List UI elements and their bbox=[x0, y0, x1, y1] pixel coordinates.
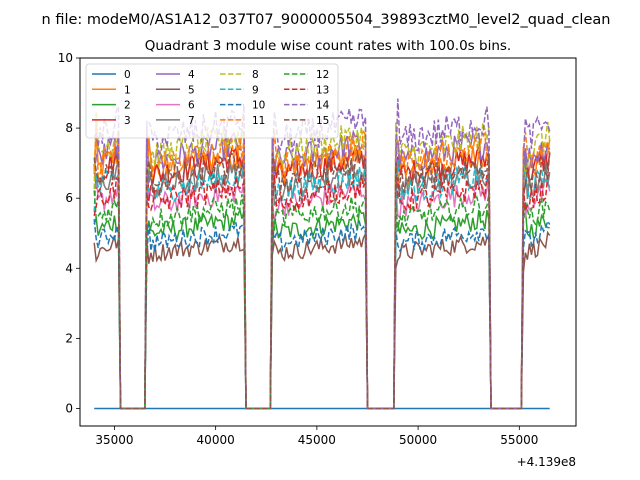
series-line-11 bbox=[93, 124, 551, 410]
legend-label: 15 bbox=[316, 115, 329, 127]
y-tick-label: 2 bbox=[65, 331, 73, 345]
y-tick-label: 4 bbox=[65, 261, 73, 275]
series-line-15 bbox=[93, 150, 551, 410]
legend-label: 12 bbox=[316, 69, 329, 81]
y-tick-label: 8 bbox=[65, 121, 73, 135]
figure-suptitle: n file: modeM0/AS1A12_037T07_9000005504_… bbox=[42, 12, 611, 28]
legend-label: 4 bbox=[188, 69, 195, 81]
plot-frame bbox=[79, 57, 577, 427]
series-line-2 bbox=[93, 204, 550, 410]
legend-label: 9 bbox=[252, 84, 259, 96]
series-line-13 bbox=[93, 173, 551, 410]
legend-label: 10 bbox=[252, 100, 265, 112]
y-tick-label: 10 bbox=[58, 51, 73, 65]
legend-box bbox=[85, 63, 339, 139]
legend-label: 13 bbox=[316, 84, 329, 96]
legend-label: 0 bbox=[124, 69, 131, 81]
legend-label: 6 bbox=[188, 100, 195, 112]
series-line-9 bbox=[93, 159, 551, 410]
legend-label: 5 bbox=[188, 84, 195, 96]
legend-label: 3 bbox=[124, 115, 131, 127]
series-line-5 bbox=[93, 230, 551, 410]
series-line-12 bbox=[93, 190, 551, 410]
x-tick-label: 45000 bbox=[298, 433, 336, 447]
legend-label: 1 bbox=[124, 84, 131, 96]
legend-label: 8 bbox=[252, 69, 259, 81]
x-tick-label: 50000 bbox=[399, 433, 437, 447]
chart-title: Quadrant 3 module wise count rates with … bbox=[145, 38, 511, 54]
series-line-6 bbox=[93, 166, 551, 410]
y-tick-label: 0 bbox=[65, 401, 73, 415]
legend-label: 11 bbox=[252, 115, 265, 127]
x-tick-label: 40000 bbox=[197, 433, 235, 447]
legend-label: 14 bbox=[316, 100, 330, 112]
x-tick-label: 55000 bbox=[500, 433, 538, 447]
series-line-8 bbox=[93, 111, 551, 410]
legend-label: 7 bbox=[188, 115, 195, 127]
x-offset-text: +4.139e8 bbox=[517, 455, 576, 469]
y-tick-label: 6 bbox=[65, 191, 73, 205]
x-tick-label: 35000 bbox=[95, 433, 133, 447]
legend-label: 2 bbox=[124, 100, 131, 112]
series-layer bbox=[93, 98, 551, 410]
